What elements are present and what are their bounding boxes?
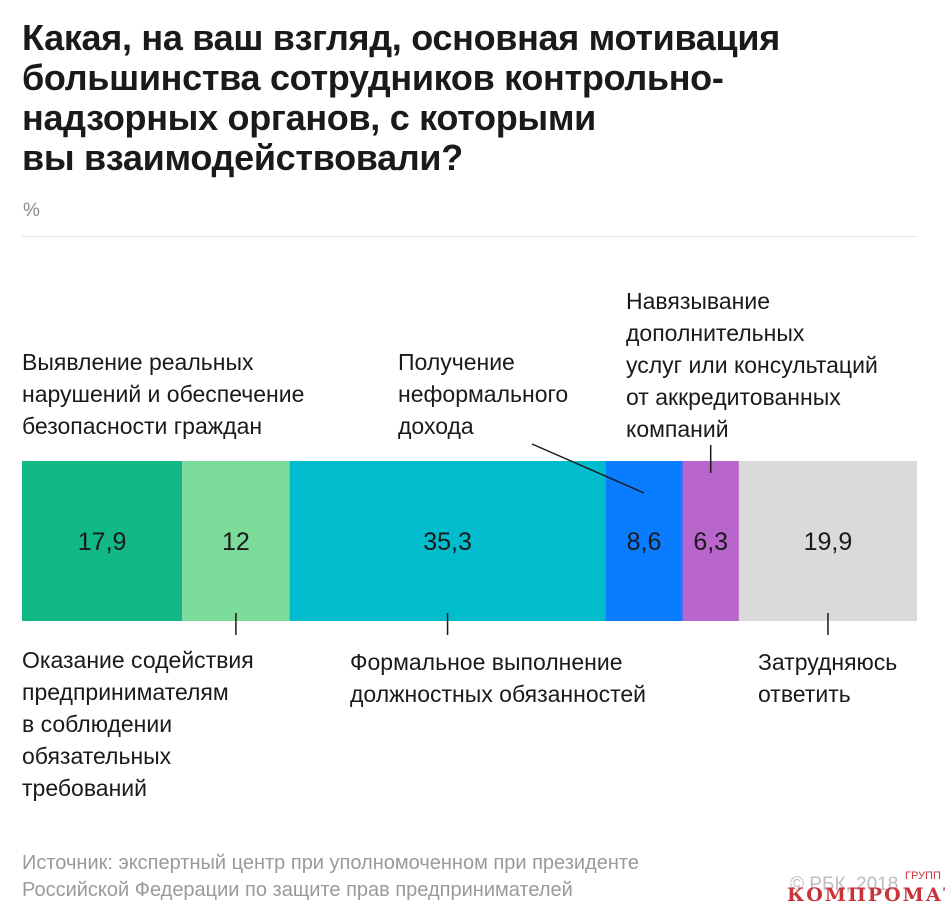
bar-segment-imposing-services (682, 461, 739, 621)
bar-segment-informal-income (605, 461, 683, 621)
bar-segment-real-violations (22, 461, 183, 621)
label-hard-to-answer: Затрудняюсь ответить (758, 649, 898, 707)
watermark-small: ГРУПП (905, 870, 941, 882)
value-label-informal-income: 8,6 (627, 528, 662, 556)
value-label-real-violations: 17,9 (78, 528, 127, 556)
watermark-main: КОМПРОМАТ (787, 884, 945, 906)
bar-segment-hard-to-answer (738, 461, 917, 621)
bar-segment-assistance (182, 461, 290, 621)
value-label-assistance: 12 (222, 528, 250, 556)
bar-segment-formal-duties (289, 461, 606, 621)
label-assistance: Оказание содействия предпринимателям в с… (22, 647, 254, 801)
watermark-logo: ГРУПП КОМПРОМАТ (787, 870, 945, 914)
title-divider (22, 236, 917, 237)
chart-title: Какая, на ваш взгляд, основная мотивация… (22, 17, 780, 178)
label-imposing-services: Навязывание дополнительных услуг или кон… (626, 288, 878, 442)
leader-line-informal-income (531, 443, 645, 494)
value-label-hard-to-answer: 19,9 (804, 528, 853, 556)
value-label-formal-duties: 35,3 (423, 528, 472, 556)
unit-label: % (23, 200, 40, 221)
value-label-imposing-services: 6,3 (693, 528, 728, 556)
label-informal-income: Получение неформального дохода (398, 349, 569, 439)
label-real-violations: Выявление реальных нарушений и обеспечен… (22, 349, 305, 439)
source-note: Источник: экспертный центр при уполномоч… (22, 852, 639, 901)
label-formal-duties: Формальное выполнение должностных обязан… (350, 649, 647, 707)
copyright: © РБК, 2018 (790, 874, 899, 895)
